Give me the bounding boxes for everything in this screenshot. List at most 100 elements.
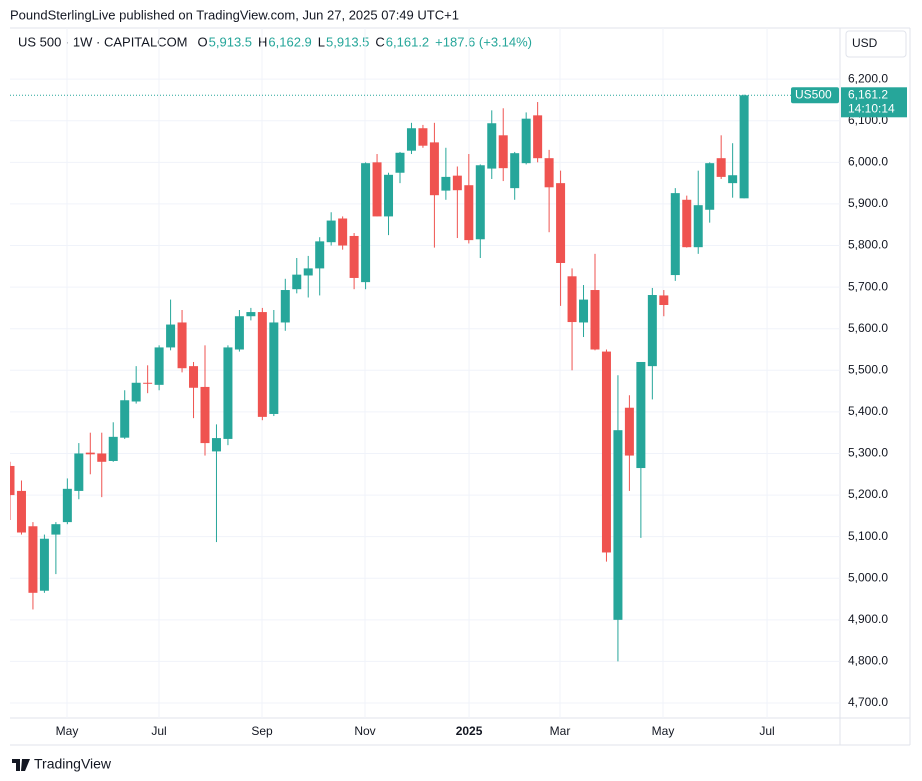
x-tick-label: Jul [151, 724, 166, 738]
candle-body [211, 438, 221, 452]
y-tick-label: 5,600.0 [848, 321, 888, 335]
candle-body [200, 386, 210, 444]
ohlc-key: O [198, 34, 208, 49]
x-tick-label: Mar [550, 724, 571, 738]
candle-body [429, 142, 439, 196]
candle-body [441, 176, 451, 191]
y-tick-label: 5,300.0 [848, 446, 888, 460]
candle-body [487, 123, 497, 169]
symbol: US 500 · 1W · CAPITALCOM [18, 34, 188, 49]
y-tick-label: 5,100.0 [848, 529, 888, 543]
x-tick-label: Sep [251, 724, 273, 738]
y-tick-label: 5,200.0 [848, 487, 888, 501]
change: +187.6 (+3.14%) [435, 34, 532, 49]
ohlc-key: C [375, 34, 384, 49]
candle-body [257, 312, 267, 417]
y-tick-label: 4,700.0 [848, 695, 888, 709]
brand: TradingView [34, 756, 112, 772]
candle-body [682, 199, 692, 248]
publisher-text: PoundSterlingLive published on TradingVi… [10, 7, 459, 22]
candle-body [292, 274, 302, 290]
ohlc-value: 5,913.5 [326, 34, 369, 49]
candle-body [234, 316, 244, 350]
candle-body [143, 382, 153, 384]
candle-body [475, 165, 485, 240]
y-tick-label: 5,400.0 [848, 404, 888, 418]
candle-body [62, 488, 72, 523]
candle-body [464, 185, 474, 241]
candle-body [131, 382, 141, 402]
candle-body [739, 95, 749, 199]
candle-body [716, 158, 726, 177]
candle-body [372, 162, 382, 217]
x-tick-label: May [652, 724, 675, 738]
candle-body [120, 400, 130, 438]
ohlc-value: 5,913.5 [209, 34, 252, 49]
candle-body [349, 235, 359, 278]
x-tick-label: May [56, 724, 79, 738]
candle-body [418, 128, 428, 146]
candle-body [406, 128, 416, 151]
candle-body [280, 290, 290, 323]
candle-body [223, 347, 233, 439]
candle-body [636, 361, 646, 469]
candle-body [556, 183, 566, 263]
candle-body [452, 175, 462, 191]
candle-body [521, 118, 531, 164]
candle-body [246, 312, 256, 317]
candle-body [647, 295, 657, 367]
candle-body [384, 174, 394, 217]
axes: 4,700.0 4,800.0 4,900.0 5,000.0 5,100.0 5,200… [56, 71, 889, 738]
candle-body [51, 524, 61, 535]
currency[interactable]: USD [852, 36, 878, 50]
y-tick-label: 5,000.0 [848, 570, 888, 584]
candle-body [28, 526, 38, 593]
candle-body [166, 324, 176, 348]
candle-body [693, 205, 703, 248]
x-tick-label: 2025 [456, 724, 483, 738]
x-tick-label: Nov [354, 724, 375, 738]
candle-body [567, 276, 577, 323]
x-tick-label: Jul [759, 724, 774, 738]
y-tick-label: 5,500.0 [848, 362, 888, 376]
candle-body [177, 322, 187, 369]
y-tick-label: 4,800.0 [848, 654, 888, 668]
y-tick-label: 6,200.0 [848, 71, 888, 85]
brand-logo [12, 759, 30, 771]
y-tick-label: 5,800.0 [848, 238, 888, 252]
candle-body [395, 152, 405, 173]
ohlc-key: L [318, 34, 325, 49]
candle-body [326, 220, 336, 243]
price-tag [841, 87, 907, 118]
candle-body [108, 436, 118, 461]
ohlc-key: H [258, 34, 267, 49]
candle-body [533, 115, 543, 159]
candle-body [670, 193, 680, 276]
symbol-tag [791, 87, 839, 104]
candle-body [154, 347, 164, 385]
candle-body [39, 538, 49, 591]
candle-body [659, 295, 669, 305]
candle-body [338, 218, 348, 246]
candle-body [10, 465, 15, 496]
currency-box[interactable] [845, 30, 907, 58]
candle-body [579, 299, 589, 323]
ohlc-value: 6,162.9 [268, 34, 311, 49]
candle-body [544, 158, 554, 188]
candles [10, 94, 840, 662]
legend: US 500 · 1W · CAPITALCOM O 5,913.5 H 6,162.9… [18, 34, 532, 49]
ohlc-value: 6,161.2 [386, 34, 429, 49]
candle-body [315, 241, 325, 269]
candle-body [510, 153, 520, 189]
candle-body [269, 322, 279, 414]
candle-body [361, 163, 371, 283]
candle-body [85, 452, 95, 455]
candle-body [303, 268, 313, 276]
candle-body [74, 453, 84, 491]
candle-body [189, 366, 199, 388]
price-tag-text: 6,161.2 [848, 87, 888, 101]
symbol-tag-text: US500 [795, 87, 832, 101]
y-tick-label: 4,900.0 [848, 612, 888, 626]
